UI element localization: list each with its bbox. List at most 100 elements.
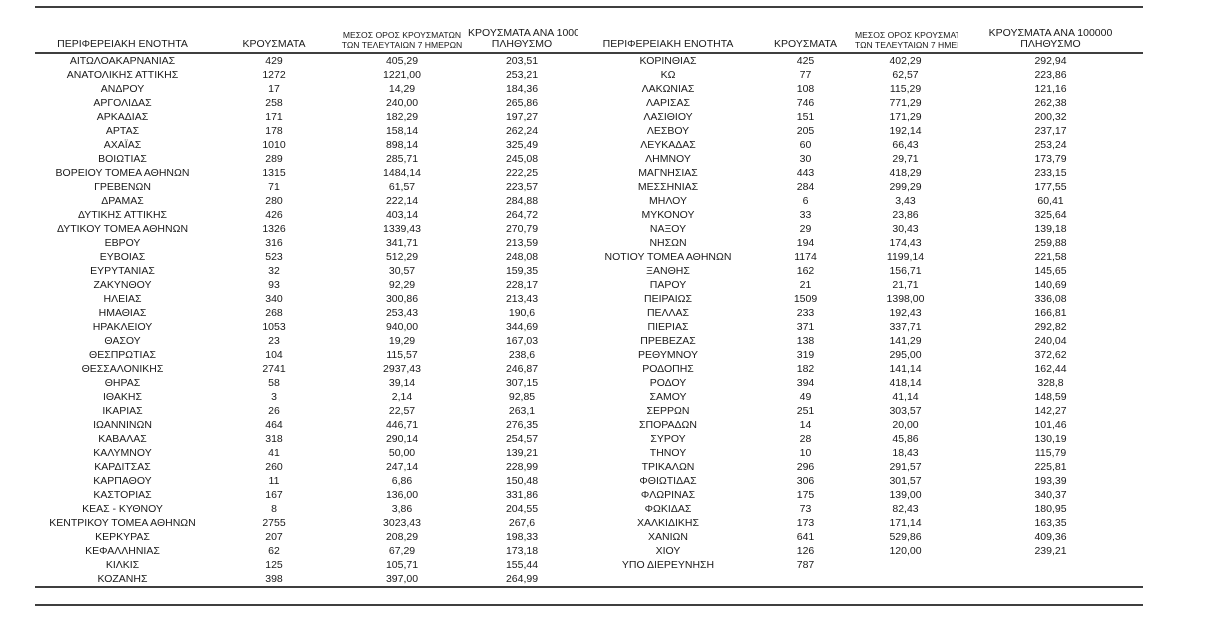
cell-region-left: ΘΕΣΣΑΛΟΝΙΚΗΣ [81,363,164,375]
cell-region-left: ΚΕΑΣ - ΚΥΘΝΟΥ [82,503,163,515]
cell-region-right: ΛΑΡΙΣΑΣ [646,97,690,109]
cell-avg7days-right: 45,86 [892,433,919,445]
cell-avg7days-left: 22,57 [388,405,416,417]
header-per100k-right-line: ΚΡΟΥΣΜΑΤΑ ΑΝΑ 100000 [988,27,1113,39]
cell-cases-left: 398 [210,572,338,588]
cell-per100k-right: 180,95 [1034,503,1067,515]
table-row: ΔΥΤΙΚΗΣ ΑΤΤΙΚΗΣ 426 403,14 264,72 ΜΥΚΟΝΟΥ 33 2… [35,208,1143,222]
cell-region-right [578,572,758,588]
table-row: ΙΩΑΝΝΙΝΩΝ 464 446,71 276,35 ΣΠΟΡΑΔΩΝ 14 20,00 1… [35,418,1143,432]
cell-per100k-left: 264,72 [505,209,539,221]
cell-region-left: ΚΑΛΥΜΝΟΥ [93,447,152,459]
cell-cases-right: 126 [796,545,815,557]
cell-cases-left: 26 [268,405,280,417]
cell-region-right: ΤΡΙΚΑΛΩΝ [641,461,695,473]
cell-per100k-right: 145,65 [1034,265,1067,277]
cell-cases-right: 306 [796,475,815,487]
cell-per100k-right: 239,21 [1034,545,1067,557]
cell-avg7days-left: 446,71 [385,419,419,431]
cell-cases-left: 464 [265,419,283,431]
cell-cases-right: 746 [796,97,815,109]
cell-cases-right: 641 [796,531,815,543]
cell-cases-left: 171 [265,111,283,123]
cell-region-right: ΛΕΣΒΟΥ [646,125,690,137]
table-row: ΚΑΒΑΛΑΣ 318 290,14 254,57 ΣΥΡΟΥ 28 45,86 130,19 [35,432,1143,446]
header-avg7days-left: ΜΕΣΟΣ ΟΡΟΣ ΚΡΟΥΣΜΑΤΩΝ ΤΩΝ ΤΕΛΕΥΤΑΙΩΝ 7 ΗΜ… [338,8,466,54]
cell-region-left: ΑΝΑΤΟΛΙΚΗΣ ΑΤΤΙΚΗΣ [66,69,179,81]
cell-region-left: ΘΑΣΟΥ [104,335,141,347]
cell-avg7days-right: 295,00 [889,349,922,361]
cell-cases-right: 28 [799,433,812,445]
table-row: ΔΡΑΜΑΣ 280 222,14 284,88 ΜΗΛΟΥ 6 3,43 60,41 [35,194,1143,208]
table-row: ΒΟΡΕΙΟΥ ΤΟΜΕΑ ΑΘΗΝΩΝ 1315 1484,14 222,25 ΜΑΓ… [35,166,1143,180]
cell-avg7days-right: 301,57 [889,475,922,487]
cell-cases-left: 207 [265,531,283,543]
cell-region-left: ΑΝΔΡΟΥ [100,83,145,95]
cell-avg7days-left: 208,29 [385,531,419,543]
cell-cases-right: 73 [799,503,812,515]
cell-per100k-right: 233,15 [1034,167,1067,179]
cell-region-left: ΚΑΡΠΑΘΟΥ [93,475,152,487]
table-row: ΚΕΑΣ - ΚΥΘΝΟΥ 8 3,86 204,55 ΦΩΚΙΔΑΣ 73 82,43 18… [35,502,1143,516]
cell-per100k-right: 259,88 [1034,237,1067,249]
cell-per100k-left: 264,99 [466,572,578,588]
table-row: ΘΕΣΠΡΩΤΙΑΣ 104 115,57 238,6 ΡΕΘΥΜΝΟΥ 319 295,0… [35,348,1143,362]
cell-avg7days-right: 30,43 [892,223,919,235]
header-per100k-left-line: ΚΡΟΥΣΜΑΤΑ ΑΝΑ 100000 [468,27,578,39]
cell-cases-left: 11 [268,475,280,487]
cell-per100k-left: 223,57 [505,181,539,193]
cell-avg7days-left: 1221,00 [383,69,421,81]
cell-per100k-left: 139,21 [505,447,539,459]
cell-per100k-right: 193,39 [1034,475,1067,487]
cell-per100k-left: 167,03 [505,335,539,347]
table-row: ΑΡΓΟΛΙΔΑΣ 258 240,00 265,86 ΛΑΡΙΣΑΣ 746 771,29… [35,96,1143,110]
cell-avg7days-right: 1398,00 [886,293,925,305]
cell-per100k-left: 222,25 [505,167,539,179]
cell-cases-right: 108 [796,83,815,95]
cell-per100k-left: 238,6 [508,349,536,361]
cell-avg7days-left: 61,57 [388,181,416,193]
cell-cases-right: 21 [799,279,812,291]
cell-avg7days-right: 291,57 [889,461,922,473]
cell-region-left: ΗΛΕΙΑΣ [103,293,142,305]
header-region-right: ΠΕΡΙΦΕΡΕΙΑΚΗ ΕΝΟΤΗΤΑ [578,8,758,54]
cell-avg7days-right: 192,14 [889,125,922,137]
cell-region-left: ΚΕΡΚΥΡΑΣ [95,531,150,543]
cell-region-right: ΜΕΣΣΗΝΙΑΣ [637,181,699,193]
cell-cases-right: 138 [796,335,815,347]
cell-cases-right: 175 [796,489,815,501]
cell-avg7days-left: 3023,43 [383,517,421,529]
header-region-left: ΠΕΡΙΦΕΡΕΙΑΚΗ ΕΝΟΤΗΤΑ [35,8,210,54]
cell-cases-left: 316 [265,237,283,249]
cell-per100k-left: 262,24 [505,125,539,137]
cell-cases-left: 318 [265,433,283,445]
cell-region-right: ΠΑΡΟΥ [649,279,687,291]
cell-region-right: ΛΑΣΙΘΙΟΥ [643,111,693,123]
cell-cases-right: 1174 [794,251,817,263]
cell-region-right: ΚΩ [660,69,676,81]
cell-cases-right: 787 [796,559,815,571]
cell-region-left: ΚΕΝΤΡΙΚΟΥ ΤΟΜΕΑ ΑΘΗΝΩΝ [49,517,196,529]
header-per100k-right: ΚΡΟΥΣΜΑΤΑ ΑΝΑ 100000 ΠΛΗΘΥΣΜΟ [958,8,1143,54]
cell-per100k-right: 262,38 [1034,97,1067,109]
cell-per100k-left: 173,18 [505,545,539,557]
cell-avg7days-left: 50,00 [388,447,416,459]
cell-avg7days-left: 136,00 [385,489,419,501]
cell-cases-left: 523 [265,251,283,263]
cell-per100k-right: 162,44 [1034,363,1067,375]
header-avg7days-left-line: ΤΩΝ ΤΕΛΕΥΤΑΙΩΝ 7 ΗΜΕΡΩΝ [341,40,463,50]
cell-cases-right: 29 [799,223,812,235]
cell-per100k-right: 142,27 [1034,405,1067,417]
cell-cases-left: 93 [268,279,280,291]
cell-cases-left: 125 [265,559,283,571]
cell-avg7days-left: 512,29 [385,251,419,263]
cell-region-left: ΑΧΑΪΑΣ [103,139,142,151]
cell-region-left: ΙΚΑΡΙΑΣ [102,405,143,417]
cell-region-right: ΠΡΕΒΕΖΑΣ [640,335,696,347]
cell-cases-left: 104 [265,349,283,361]
cell-avg7days-right: 115,29 [889,83,922,95]
cell-per100k-left: 276,35 [505,419,539,431]
cell-avg7days-left: 3,86 [391,503,413,515]
cell-per100k-right: 292,82 [1034,321,1067,333]
